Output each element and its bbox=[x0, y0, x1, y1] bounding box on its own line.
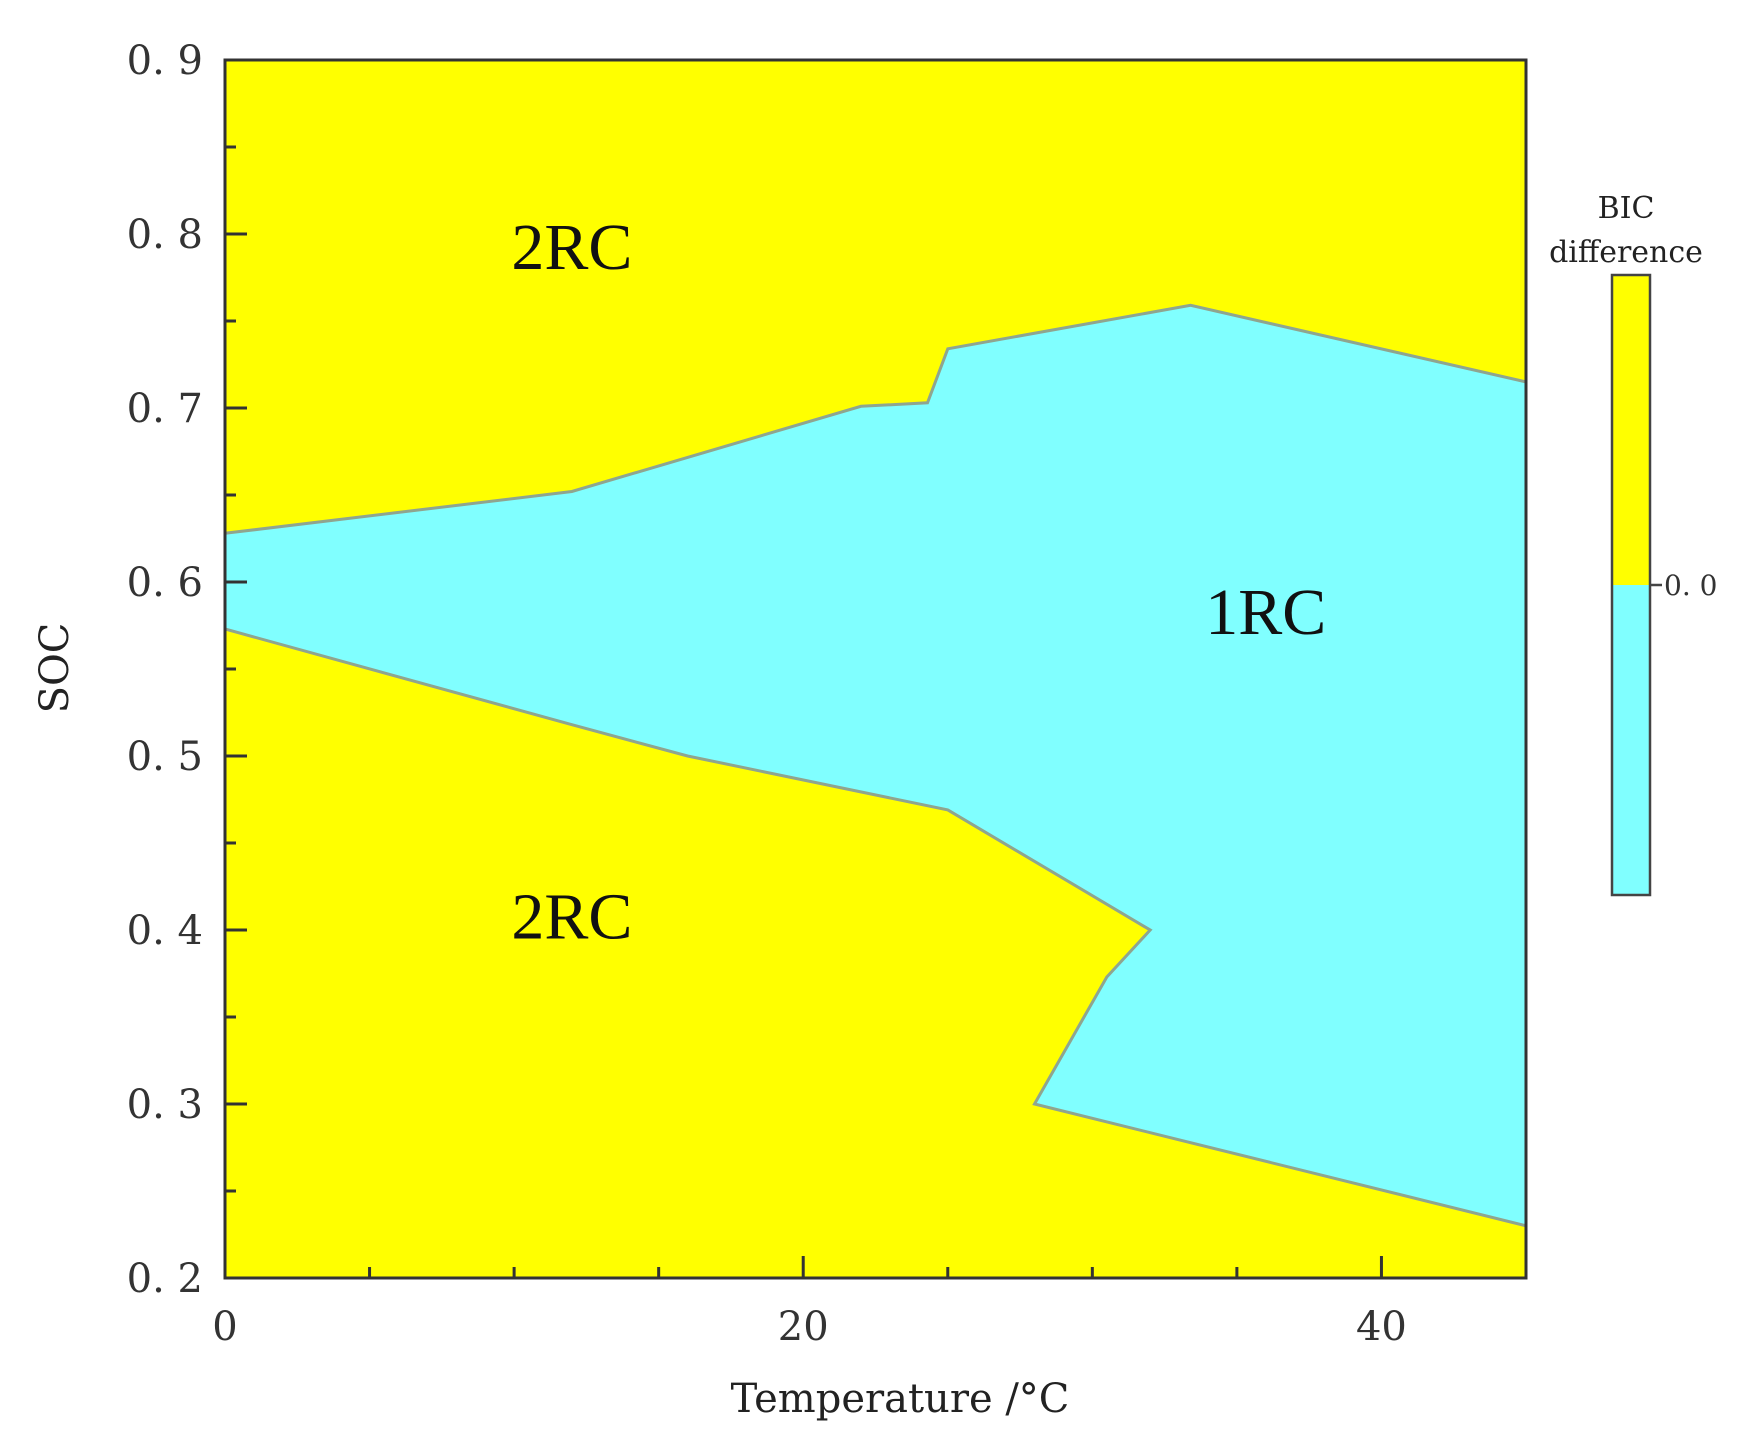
y-tick-label: 0. 7 bbox=[127, 386, 203, 432]
y-tick-label: 0. 3 bbox=[127, 1082, 203, 1128]
y-tick-label: 0. 4 bbox=[127, 908, 203, 954]
colorbar-segment-lower bbox=[1612, 585, 1650, 895]
region-1rc-area bbox=[223, 303, 1528, 1228]
x-axis-title: Temperature /°C bbox=[731, 1376, 1070, 1422]
region-label-2rc: 2RC bbox=[511, 881, 632, 954]
colorbar-title-line-2: difference bbox=[1549, 235, 1703, 270]
x-tick-label: 0 bbox=[212, 1304, 237, 1350]
colorbar: BIC difference 0. 0 bbox=[1549, 191, 1717, 897]
axis-ticks: 0 20 40 0. 2 0. 3 0. 4 0. 5 0. 6 0. 7 0. 8 0. 9 bbox=[127, 38, 1528, 1350]
colorbar-title-line-1: BIC bbox=[1598, 191, 1655, 226]
y-tick-label: 0. 8 bbox=[127, 212, 203, 258]
y-tick-label: 0. 6 bbox=[127, 560, 203, 606]
y-tick-label: 0. 5 bbox=[127, 734, 203, 780]
x-tick-label: 20 bbox=[778, 1304, 829, 1350]
colorbar-tick-label: 0. 0 bbox=[1664, 569, 1717, 602]
plot-frame bbox=[223, 58, 1528, 1280]
colorbar-segment-upper bbox=[1612, 275, 1650, 585]
region-label-2rc: 2RC bbox=[511, 211, 632, 284]
region-label-1rc: 1RC bbox=[1205, 576, 1326, 649]
x-tick-label: 40 bbox=[1356, 1304, 1407, 1350]
y-axis-title: SOC bbox=[32, 623, 78, 714]
region-annotations: 2RC 2RC 1RC bbox=[511, 211, 1326, 954]
y-tick-label: 0. 9 bbox=[127, 38, 203, 84]
y-tick-label: 0. 2 bbox=[127, 1256, 203, 1302]
